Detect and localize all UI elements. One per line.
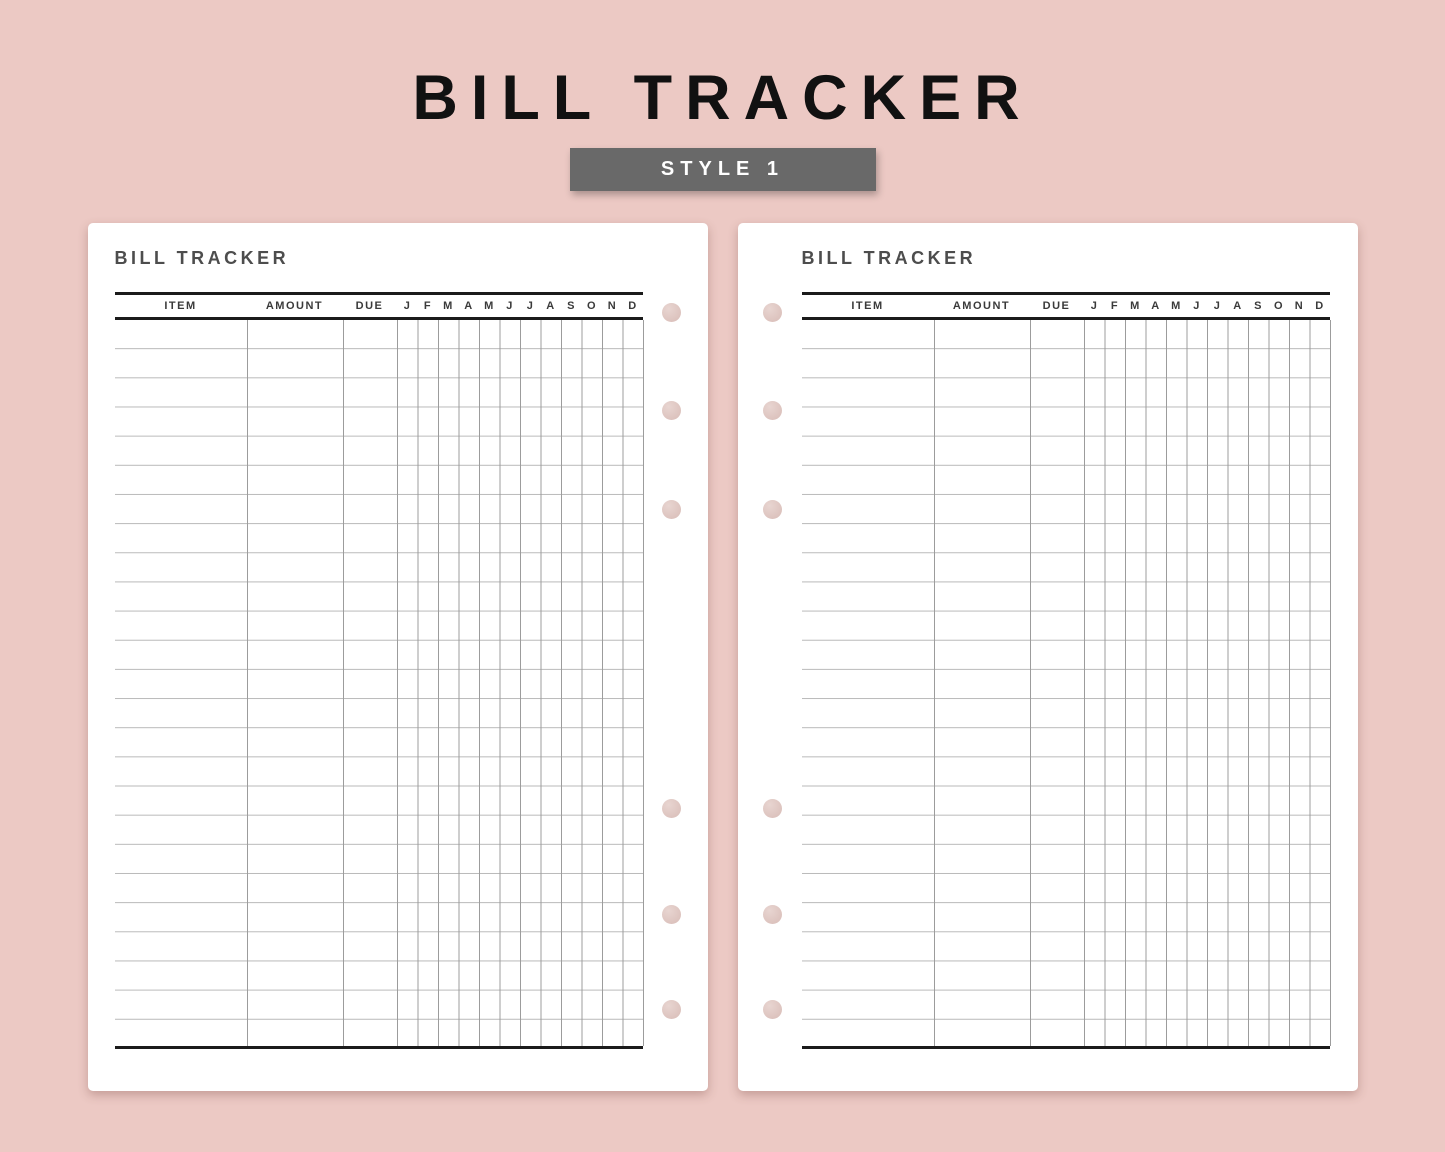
binder-hole <box>661 500 681 519</box>
planner-page-left: BILL TRACKER ITEM AMOUNT DUE J F M A M J… <box>87 223 708 1091</box>
months-grid-lines <box>1083 320 1331 1046</box>
main-title: BILL TRACKER <box>412 63 1033 133</box>
planner-page-right: BILL TRACKER ITEM AMOUNT DUE J F M A M J… <box>737 223 1358 1091</box>
binder-hole <box>762 401 782 420</box>
table-header-row: ITEM AMOUNT DUE J F M A M J J A S O N <box>801 292 1330 320</box>
planner-pages: BILL TRACKER ITEM AMOUNT DUE J F M A M J… <box>87 223 1358 1091</box>
style-badge-label: STYLE 1 <box>660 158 785 180</box>
page-title: BILL TRACKER <box>114 248 290 268</box>
month-header-may: M <box>484 300 494 312</box>
table-body-grid <box>801 320 1331 1049</box>
month-header-sep: S <box>1254 300 1262 312</box>
month-header-aug: A <box>546 300 555 312</box>
column-headers-months: J F M A M J J A S O N D <box>1084 300 1330 312</box>
month-header-jan: J <box>1090 300 1097 312</box>
month-header-feb: F <box>1110 300 1118 312</box>
binder-hole <box>661 401 681 420</box>
column-divider-amount <box>246 320 248 1046</box>
table-header-row: ITEM AMOUNT DUE J F M A M J J A S O N <box>114 292 643 320</box>
binder-hole <box>661 1000 681 1019</box>
month-header-jan: J <box>403 300 410 312</box>
page-title: BILL TRACKER <box>801 248 977 268</box>
column-header-item: ITEM <box>164 300 197 312</box>
binder-hole <box>661 799 681 818</box>
column-headers-months: J F M A M J J A S O N D <box>397 300 643 312</box>
column-divider-due <box>1029 320 1031 1046</box>
table-body-grid <box>114 320 644 1049</box>
binder-hole <box>762 500 782 519</box>
month-header-oct: O <box>586 300 596 312</box>
binder-hole <box>762 1000 782 1019</box>
month-header-mar: M <box>443 300 453 312</box>
month-header-nov: N <box>607 300 616 312</box>
month-header-sep: S <box>567 300 575 312</box>
month-header-apr: A <box>1151 300 1160 312</box>
month-header-jun: J <box>506 300 513 312</box>
binder-hole <box>762 303 782 322</box>
column-divider-due <box>342 320 344 1046</box>
month-header-oct: O <box>1273 300 1283 312</box>
month-header-dec: D <box>1315 300 1324 312</box>
bill-tracker-table: ITEM AMOUNT DUE J F M A M J J A S O N <box>801 292 1331 1049</box>
month-header-dec: D <box>628 300 637 312</box>
month-header-aug: A <box>1233 300 1242 312</box>
column-header-due: DUE <box>1042 300 1071 312</box>
month-header-jul: J <box>526 300 533 312</box>
column-header-amount: AMOUNT <box>265 300 324 312</box>
month-header-mar: M <box>1130 300 1140 312</box>
column-header-due: DUE <box>355 300 384 312</box>
column-divider-amount <box>933 320 935 1046</box>
binder-hole <box>762 799 782 818</box>
binder-hole <box>661 303 681 322</box>
bill-tracker-table: ITEM AMOUNT DUE J F M A M J J A S O N <box>114 292 644 1049</box>
style-badge: STYLE 1 <box>569 148 876 191</box>
month-header-apr: A <box>464 300 473 312</box>
month-header-jun: J <box>1193 300 1200 312</box>
month-header-feb: F <box>423 300 431 312</box>
column-header-amount: AMOUNT <box>952 300 1011 312</box>
month-header-nov: N <box>1294 300 1303 312</box>
month-header-may: M <box>1171 300 1181 312</box>
column-header-item: ITEM <box>851 300 884 312</box>
months-grid-lines <box>396 320 644 1046</box>
binder-hole <box>762 905 782 924</box>
month-header-jul: J <box>1213 300 1220 312</box>
binder-hole <box>661 905 681 924</box>
